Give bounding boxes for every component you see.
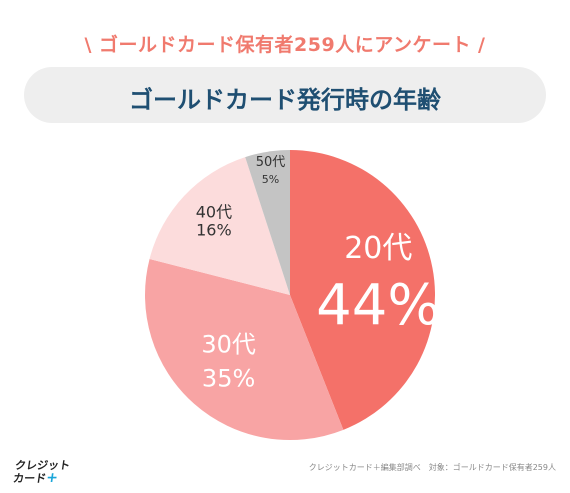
pie-slice	[149, 157, 290, 295]
slice-category-label: 30代	[201, 331, 256, 359]
slice-value-label: 16%	[196, 221, 232, 240]
logo-plus-icon: +	[45, 470, 60, 486]
slice-value-label: 5%	[262, 173, 279, 186]
slice-value-label: 44%	[316, 273, 440, 338]
brand-logo: クレジット カード+	[12, 459, 71, 486]
source-note: クレジットカード＋編集部調べ 対象：ゴールドカード保有者259人	[308, 463, 556, 472]
chart-title: ゴールドカード発行時の年齢	[129, 86, 441, 114]
pie-slice	[145, 258, 344, 441]
title-bar	[24, 67, 546, 123]
logo-line2: カード	[12, 472, 48, 485]
survey-tag: \ ゴールドカード保有者259人にアンケート /	[84, 34, 486, 56]
slice-category-label: 40代	[196, 203, 232, 222]
pie-slice	[245, 150, 290, 295]
slice-value-label: 35%	[202, 365, 255, 393]
slice-category-label: 20代	[344, 231, 412, 266]
slice-category-label: 50代	[256, 155, 286, 170]
pie-slice	[290, 150, 436, 430]
logo-line1: クレジット	[14, 459, 71, 472]
